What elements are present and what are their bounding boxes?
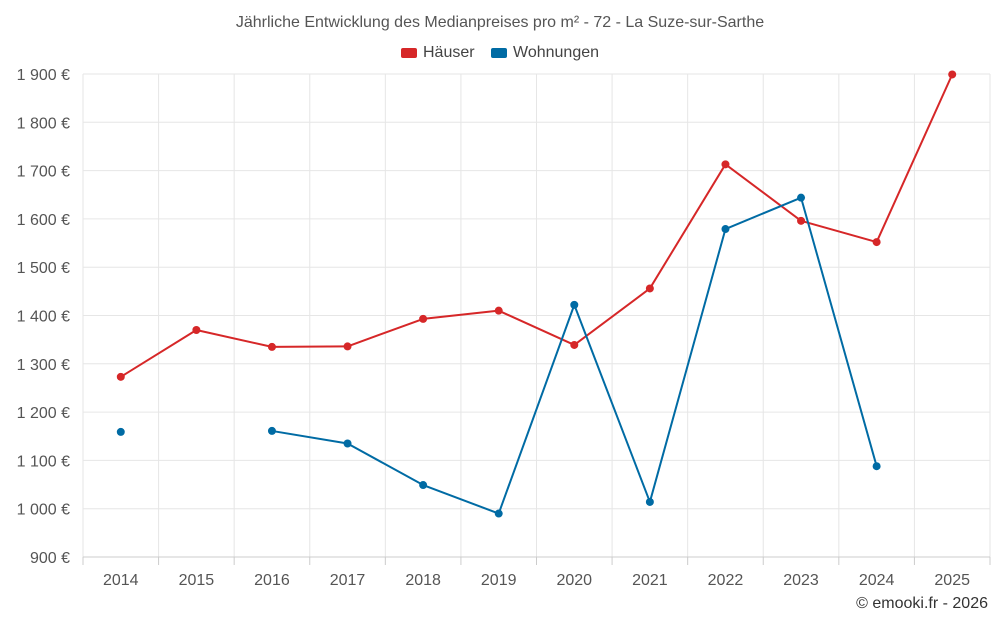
legend-item-haeuser[interactable]: Häuser xyxy=(400,44,475,62)
x-tick-label: 2014 xyxy=(103,572,139,589)
y-tick-label: 1 200 € xyxy=(17,405,70,422)
y-tick-label: 900 € xyxy=(30,550,70,567)
data-point-wohnungen xyxy=(570,300,579,309)
y-tick-label: 1 800 € xyxy=(17,115,70,132)
chart-title: Jährliche Entwicklung des Medianpreises … xyxy=(235,14,765,31)
x-tick-label: 2019 xyxy=(481,572,517,589)
data-point-haeuser xyxy=(419,314,428,323)
data-point-wohnungen xyxy=(721,225,730,234)
credit-text: © emooki.fr - 2026 xyxy=(856,595,988,612)
data-point-haeuser xyxy=(721,160,730,169)
legend-label-haeuser: Häuser xyxy=(422,44,475,61)
data-point-wohnungen xyxy=(116,427,125,436)
x-tick-label: 2016 xyxy=(254,572,290,589)
y-tick-label: 1 700 € xyxy=(17,164,70,181)
legend-label-wohnungen: Wohnungen xyxy=(513,44,600,61)
data-point-haeuser xyxy=(948,70,957,79)
data-point-wohnungen xyxy=(343,439,352,448)
data-point-wohnungen xyxy=(419,481,428,490)
data-point-haeuser xyxy=(267,342,276,351)
y-tick-label: 1 400 € xyxy=(17,309,70,326)
legend-swatch-wohnungen xyxy=(491,48,508,58)
series-line-haeuser xyxy=(120,74,954,378)
legend-swatch-haeuser xyxy=(400,48,417,58)
data-point-haeuser xyxy=(872,238,881,247)
data-point-haeuser xyxy=(570,340,579,349)
x-tick-label: 2020 xyxy=(556,572,592,589)
x-tick-label: 2024 xyxy=(859,572,895,589)
data-point-haeuser xyxy=(797,216,806,225)
data-point-haeuser xyxy=(192,325,201,334)
y-tick-label: 1 900 € xyxy=(17,67,70,84)
y-tick-label: 1 600 € xyxy=(17,212,70,229)
y-tick-label: 1 300 € xyxy=(17,357,70,374)
data-point-wohnungen xyxy=(645,497,654,506)
data-point-wohnungen xyxy=(797,193,806,202)
series-line-wohnungen xyxy=(271,196,878,515)
y-tick-label: 1 100 € xyxy=(17,453,70,470)
legend-item-wohnungen[interactable]: Wohnungen xyxy=(491,44,599,62)
legend: Häuser Wohnungen xyxy=(0,44,1000,63)
x-tick-label: 2018 xyxy=(405,572,441,589)
y-tick-label: 1 000 € xyxy=(17,502,70,519)
x-tick-label: 2017 xyxy=(330,572,366,589)
x-tick-label: 2025 xyxy=(934,572,970,589)
data-point-haeuser xyxy=(494,306,503,315)
x-tick-label: 2022 xyxy=(708,572,744,589)
data-point-haeuser xyxy=(116,372,125,381)
data-point-wohnungen xyxy=(872,462,881,471)
x-tick-label: 2023 xyxy=(783,572,819,589)
data-point-haeuser xyxy=(645,284,654,293)
x-tick-label: 2015 xyxy=(179,572,215,589)
data-point-wohnungen xyxy=(267,426,276,435)
y-tick-label: 1 500 € xyxy=(17,260,70,277)
data-point-haeuser xyxy=(343,342,352,351)
data-point-wohnungen xyxy=(494,509,503,518)
x-tick-label: 2021 xyxy=(632,572,668,589)
